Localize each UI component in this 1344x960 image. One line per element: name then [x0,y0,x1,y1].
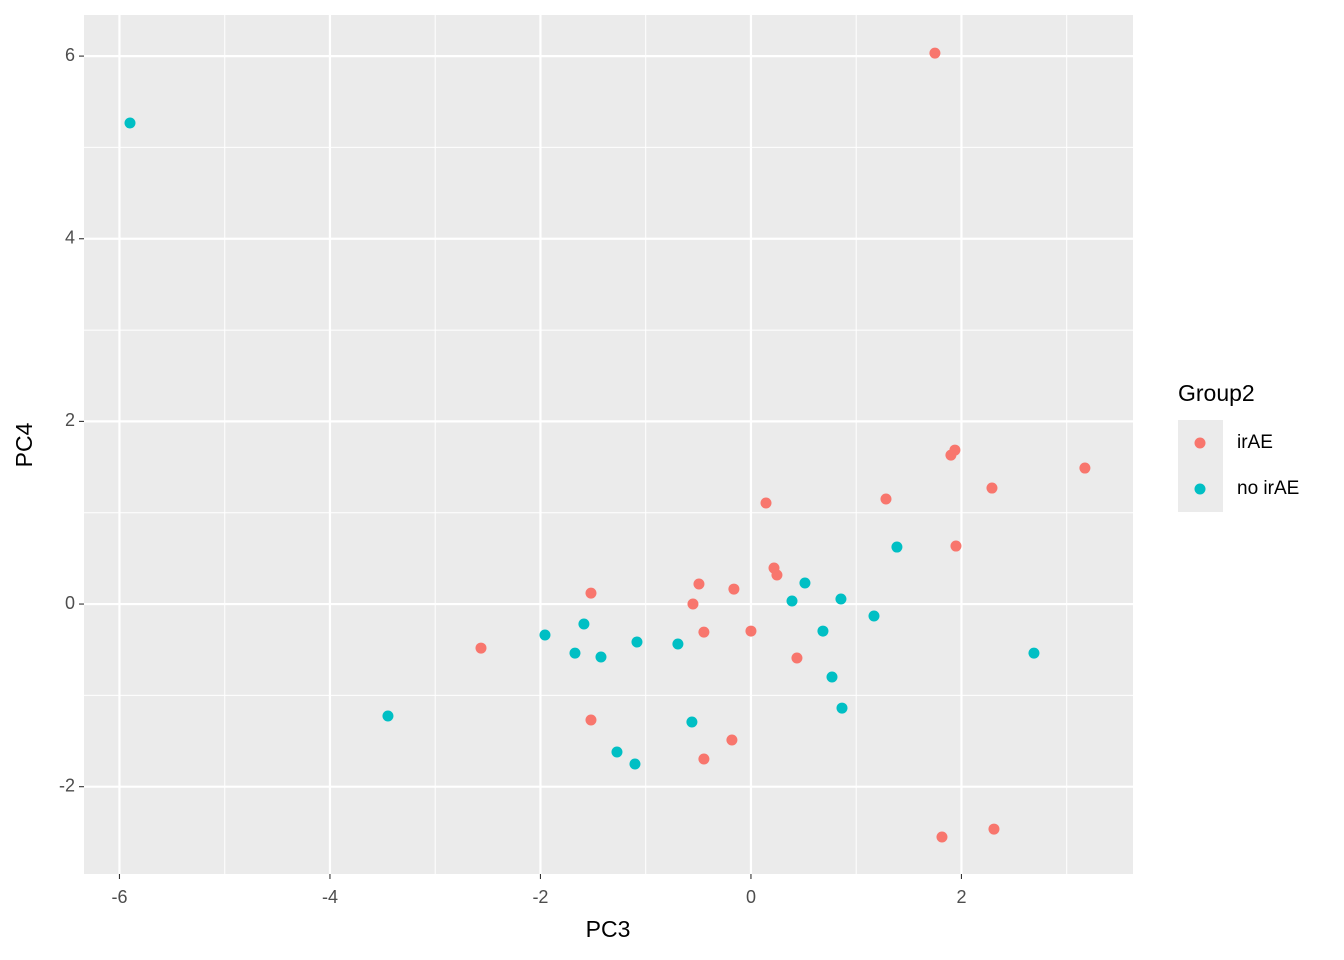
x-tick-label: 2 [956,887,966,907]
point [929,47,941,59]
point [382,710,394,722]
point [817,625,829,637]
point [124,117,136,129]
point [672,638,684,650]
point [786,595,798,607]
point [595,651,607,663]
point [771,569,783,581]
point [698,753,710,765]
y-axis-title: PC4 [11,422,37,467]
legend-key [1194,483,1206,495]
point [578,618,590,630]
point [693,578,705,590]
x-tick-label: -2 [532,887,548,907]
point [686,716,698,728]
point [745,625,757,637]
y-tick-label: 0 [65,593,75,613]
point [611,746,623,758]
point [791,652,803,664]
point [475,642,487,654]
point [950,540,962,552]
y-tick-label: -2 [59,775,75,795]
point [1028,647,1040,659]
y-tick-label: 4 [65,227,75,247]
legend-key [1194,437,1206,449]
point [880,493,892,505]
plot-panel [84,15,1133,874]
point [631,636,643,648]
point [936,831,948,843]
point [1079,462,1091,474]
point [988,823,1000,835]
point [868,610,880,622]
point [826,671,838,683]
point [760,497,772,509]
point [891,541,903,553]
point [539,629,551,641]
x-tick-label: 0 [746,887,756,907]
point [629,758,641,770]
point [585,714,597,726]
point [569,647,581,659]
legend-label: no irAE [1237,478,1299,499]
x-tick-label: -6 [111,887,127,907]
point [799,577,811,589]
y-tick-label: 6 [65,45,75,65]
point [698,626,710,638]
point [986,482,998,494]
x-tick-label: -4 [322,887,338,907]
legend-title: Group2 [1178,380,1255,406]
point [728,583,740,595]
point [836,702,848,714]
legend-keys [1178,420,1223,512]
point [687,598,699,610]
point [835,593,847,605]
y-tick-label: 2 [65,410,75,430]
legend-label: irAE [1237,432,1273,453]
point [585,587,597,599]
point [726,734,738,746]
x-axis-title: PC3 [586,916,631,942]
point [949,444,961,456]
